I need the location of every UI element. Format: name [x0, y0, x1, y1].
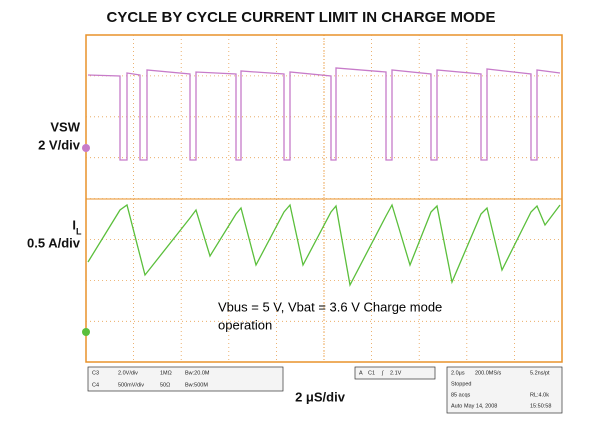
status-text: 1MΩ	[160, 370, 172, 376]
vsw-trace	[87, 67, 561, 161]
vsw-scale: 2 V/div	[38, 137, 81, 152]
status-text: C3	[92, 370, 99, 376]
title: CYCLE BY CYCLE CURRENT LIMIT IN CHARGE M…	[107, 9, 496, 26]
status-text: 200.0MS/s	[475, 370, 502, 376]
il-label: I	[72, 217, 76, 232]
il-scale: 0.5 A/div	[27, 235, 81, 250]
status-text: Stopped	[451, 381, 472, 387]
status-text: ∫	[381, 370, 384, 376]
status-text: C1	[368, 370, 375, 376]
status-text: 50Ω	[160, 382, 170, 388]
status-text: 2.0V/div	[118, 370, 138, 376]
status-text: 85 acqs	[451, 392, 471, 398]
annotation: operation	[218, 317, 272, 332]
status-text: Bw:20.0M	[185, 370, 210, 376]
status-text: May 14, 2008	[464, 403, 497, 409]
status-text: 500mV/div	[118, 382, 144, 388]
status-text: 2.0μs	[451, 370, 465, 376]
annotation: Vbus = 5 V, Vbat = 3.6 V Charge mode	[218, 299, 442, 314]
il-subscript: L	[76, 226, 82, 236]
timebase: 2 μS/div	[295, 389, 346, 404]
status-text: Auto	[451, 403, 462, 409]
il-trace	[87, 203, 561, 287]
status-text: A	[359, 370, 363, 376]
status-text: RL:4.0k	[530, 392, 549, 398]
status-text: C4	[92, 382, 99, 388]
scope-screen	[82, 34, 563, 363]
status-text: 5.2ns/pt	[530, 370, 550, 376]
vsw-label: VSW	[50, 119, 80, 134]
status-text: Bw:500M	[185, 382, 208, 388]
status-text: 2.1V	[390, 370, 402, 376]
status-bar	[87, 366, 563, 414]
status-text: 15:50:58	[530, 403, 551, 409]
